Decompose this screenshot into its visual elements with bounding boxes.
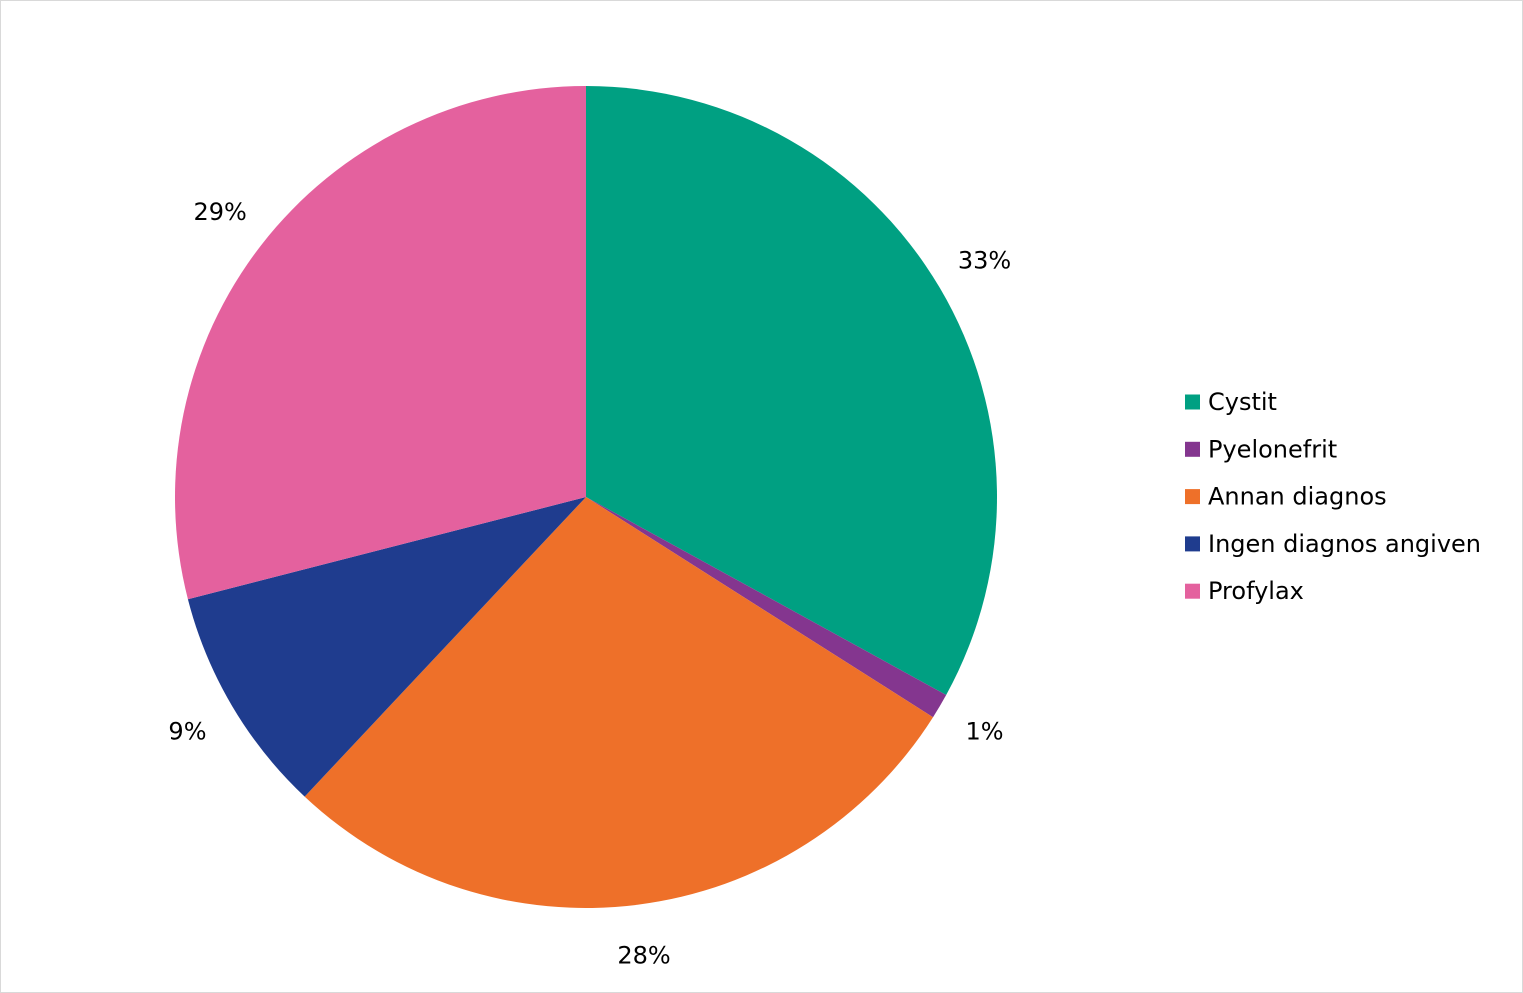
legend-swatch (1185, 536, 1200, 552)
pie-slice (174, 86, 586, 600)
legend-label: Profylax (1208, 577, 1304, 605)
data-label: 28% (617, 941, 670, 969)
legend-swatch (1185, 394, 1200, 410)
legend-label: Annan diagnos (1208, 483, 1387, 511)
pie-slice (586, 86, 997, 696)
pie-slice (586, 497, 947, 718)
legend-swatch (1185, 489, 1200, 505)
pie-slice (187, 497, 586, 797)
legend-label: Pyelonefrit (1208, 435, 1337, 463)
data-label: 29% (193, 198, 246, 226)
legend-label: Cystit (1208, 388, 1277, 416)
data-label: 1% (965, 718, 1003, 746)
legend-label: Ingen diagnos angiven (1208, 530, 1481, 558)
pie-slice (304, 497, 934, 908)
legend-swatch (1185, 583, 1200, 599)
data-label: 33% (958, 246, 1011, 274)
data-label: 9% (168, 718, 206, 746)
legend-swatch (1185, 441, 1200, 457)
